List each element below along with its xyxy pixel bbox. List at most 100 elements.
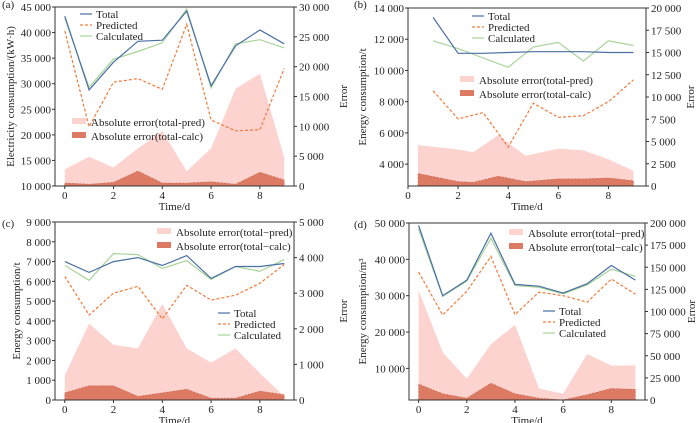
y-tick-label: 10 000	[374, 65, 405, 77]
x-axis-label: Time/d	[511, 415, 543, 423]
y2-tick-label: 25 000	[650, 373, 681, 385]
y2-axis-label: Error	[686, 300, 698, 324]
legend-label: Calculated	[96, 31, 144, 43]
y2-axis-label: Error	[338, 299, 350, 323]
y2-tick-label: 1 000	[299, 359, 324, 371]
y2-tick-label: 0	[299, 395, 305, 407]
x-tick-label: 0	[405, 190, 411, 202]
panel-label: (d)	[354, 219, 367, 231]
legend-label: Total	[234, 308, 256, 320]
y2-tick-label: 5 000	[299, 217, 324, 229]
y2-axis-label: Error	[338, 85, 350, 109]
y-tick-label: 9 000	[26, 217, 51, 229]
legend-areas: Absolute error(total-pred) Absolute error…	[460, 75, 593, 101]
area-abs-error-calc	[417, 173, 634, 186]
plot-area	[64, 7, 285, 186]
y2-tick-label: 2 000	[299, 324, 324, 336]
y-tick-label: 20 000	[375, 327, 406, 339]
y-tick-label: 15 000	[21, 155, 52, 167]
y2-tick-label: 100 000	[650, 307, 686, 319]
x-tick-label: 2	[111, 404, 117, 416]
x-tick-label: 4	[160, 404, 166, 416]
legend-swatch-abs-pred	[460, 76, 474, 82]
legend-label: Absolute error(total-pred)	[479, 75, 593, 87]
legend-label: Predicted	[96, 20, 138, 32]
legend-label: Absolute error(total-calc)	[479, 89, 591, 101]
x-tick-label: 6	[560, 404, 566, 416]
panel-b: 0 2 4 6 8 Time/d 4 000 6 000 8 000 10 000 12 000 14…	[354, 0, 697, 213]
y2-tick-label: 5 000	[651, 137, 676, 149]
y2-tick-label: 10 000	[651, 92, 682, 104]
x-tick-label: 2	[455, 190, 461, 202]
y-tick-label: 30 000	[375, 291, 406, 303]
y2-tick-label: 20 000	[299, 62, 330, 74]
area-abs-error-calc	[64, 385, 285, 400]
y-tick-label: 4 000	[379, 159, 404, 171]
line-calculated	[418, 228, 636, 298]
area-abs-error-pred	[64, 303, 285, 400]
legend-label: Absolute error(total−calc)	[528, 242, 643, 254]
x-axis-label: Time/d	[159, 415, 191, 423]
y-tick-label: 10 000	[21, 181, 52, 193]
plot-area	[418, 225, 636, 400]
panel-d: 0 2 4 6 8 Time/d 10 000 20 000 30 000 40 000 50 00…	[354, 218, 698, 423]
y2-tick-label: 17 500	[651, 25, 682, 37]
x-tick-label: 6	[208, 190, 214, 202]
line-predicted	[64, 264, 285, 320]
legend-label: Predicted	[559, 317, 601, 329]
x-tick-label: 8	[257, 404, 263, 416]
y-tick-label: 8 000	[26, 237, 51, 249]
y2-tick-label: 0	[650, 395, 656, 407]
legend-swatch-abs-pred	[509, 229, 523, 235]
legend-swatch-abs-calc	[509, 243, 523, 249]
y2-tick-label: 25 000	[299, 32, 330, 44]
panel-label: (c)	[2, 218, 15, 230]
x-tick-label: 0	[62, 404, 68, 416]
line-predicted	[64, 22, 285, 132]
y2-tick-label: 12 500	[651, 70, 682, 82]
x-tick-label: 4	[160, 190, 166, 202]
legend-swatch-abs-calc	[460, 90, 474, 96]
y-tick-label: 8 000	[379, 97, 404, 109]
area-abs-error-pred	[418, 290, 636, 400]
legend-label: Total	[559, 306, 581, 318]
y-tick-label: 2 000	[26, 355, 51, 367]
y-axis-label: Energy consumption/m³	[357, 258, 369, 365]
y2-tick-label: 2 500	[651, 159, 676, 171]
line-total	[64, 254, 285, 280]
y2-tick-label: 200 000	[650, 218, 686, 230]
y2-tick-label: 150 000	[650, 262, 686, 274]
y-tick-label: 35 000	[21, 53, 52, 65]
y-tick-label: 50 000	[375, 218, 406, 230]
line-total	[64, 9, 285, 92]
y-axis-label: Energy consumption/t	[11, 262, 23, 359]
legend-label: Total	[488, 11, 510, 23]
y2-tick-label: 0	[651, 181, 657, 193]
legend-swatch-abs-pred	[157, 228, 171, 234]
legend-swatch-abs-calc	[72, 132, 86, 138]
y-tick-label: 7 000	[26, 257, 51, 269]
y2-tick-label: 0	[299, 181, 305, 193]
x-tick-label: 2	[111, 190, 117, 202]
y2-axis-label: Error	[685, 85, 697, 109]
legend-label: Calculated	[488, 33, 536, 45]
plot-area	[417, 17, 634, 186]
y2-tick-label: 50 000	[650, 351, 681, 363]
y2-tick-label: 15 000	[651, 48, 682, 60]
legend-label: Absolute error(total-pred)	[91, 117, 205, 129]
y2-tick-label: 7 500	[651, 114, 676, 126]
y-tick-label: 12 000	[374, 34, 405, 46]
y-tick-label: 4 000	[26, 316, 51, 328]
panel-c: 0 2 4 6 8 Time/d 0 1 000 2 000 3 000 4 000 5 000 6 0…	[2, 217, 350, 423]
x-tick-label: 8	[606, 190, 612, 202]
x-tick-label: 4	[512, 404, 518, 416]
legend-label: Absolute error(total-calc)	[91, 131, 203, 143]
y2-tick-label: 10 000	[299, 121, 330, 133]
legend-areas: Absolute error(total−pred) Absolute error…	[509, 228, 645, 254]
area-abs-error-calc	[418, 382, 636, 400]
area-abs-error-pred	[418, 135, 634, 186]
